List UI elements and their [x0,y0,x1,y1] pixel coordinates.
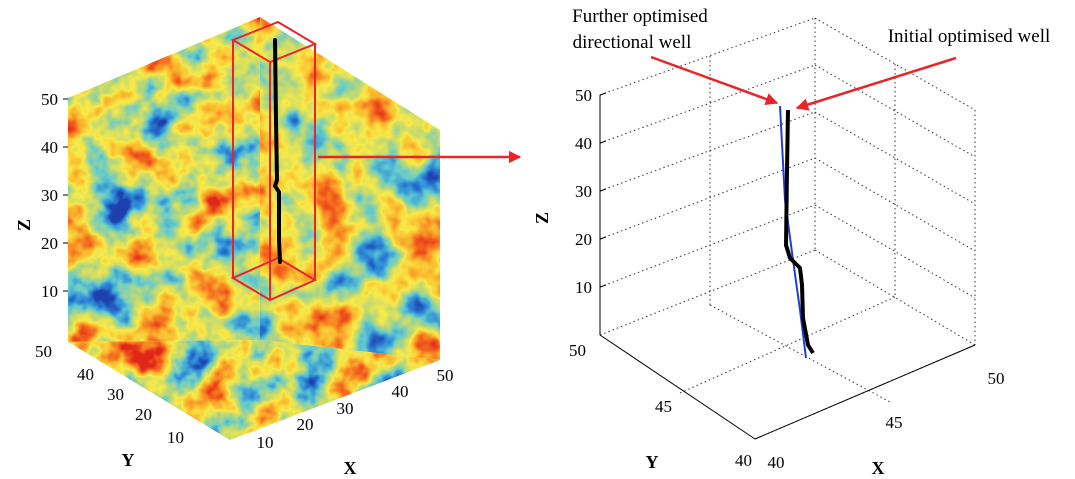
left-y-label: Y [122,450,135,470]
left-z-tick-marks [63,98,68,292]
right-z-tick-30: 30 [575,182,592,201]
right-z-axis: 50 40 30 20 10 [575,86,592,297]
left-x-tick-10: 10 [257,433,274,452]
left-z-tick-20: 20 [41,234,58,253]
left-x-tick-20: 20 [297,415,314,434]
right-x-tick-50: 50 [988,369,1005,388]
right-y-tick-50: 50 [569,341,586,360]
cube-face-xz [260,17,440,360]
cube-face-yz [68,17,260,342]
right-x-axis: 40 45 50 [768,369,1005,472]
right-z-tick-marks [599,92,607,288]
left-y-tick-40: 40 [77,365,94,384]
annotation-initial: Initial optimised well [888,26,1051,47]
annotation-further-line2: directional well [573,32,692,53]
left-y-tick-10: 10 [167,428,184,447]
left-z-tick-10: 10 [41,282,58,301]
left-well-path [272,38,282,264]
left-z-axis: 50 40 30 20 10 [41,90,58,301]
right-x-tick-40: 40 [768,453,785,472]
right-y-tick-45: 45 [655,397,672,416]
left-z-label: Z [14,219,34,231]
initial-well-path [784,109,815,355]
left-y-tick-30: 30 [107,385,124,404]
right-axes: 50 40 30 20 10 Z 50 45 40 Y 40 45 50 X F… [532,6,1050,478]
right-y-tick-40: 40 [735,451,752,470]
right-y-label: Y [646,452,659,472]
left-z-tick-50: 50 [41,90,58,109]
left-y-tick-50: 50 [35,342,52,361]
left-x-tick-50: 50 [437,366,454,385]
left-y-axis: 50 40 30 20 10 [35,342,184,447]
left-x-tick-30: 30 [337,399,354,418]
left-y-tick-20: 20 [135,405,152,424]
annotation-further-arrow [650,55,779,106]
left-x-tick-40: 40 [392,382,409,401]
left-z-tick-40: 40 [41,138,58,157]
right-y-axis: 50 45 40 [569,341,752,470]
well-highlight-box [230,20,318,302]
right-z-tick-40: 40 [575,134,592,153]
right-z-label: Z [532,212,552,224]
right-x-tick-45: 45 [886,413,903,432]
left-x-label: X [344,458,357,478]
annotation-further-line1: Further optimised [572,6,708,27]
left-x-axis: 10 20 30 40 50 [257,366,454,452]
right-x-label: X [872,458,885,478]
left-cube: 50 40 30 20 10 Z 50 40 30 20 10 Y 10 20 … [14,17,454,478]
right-z-tick-50: 50 [575,86,592,105]
left-z-tick-30: 30 [41,186,58,205]
right-floor-edges [599,334,976,440]
right-z-tick-20: 20 [575,230,592,249]
annotation-initial-arrow [795,56,957,111]
right-z-tick-10: 10 [575,278,592,297]
